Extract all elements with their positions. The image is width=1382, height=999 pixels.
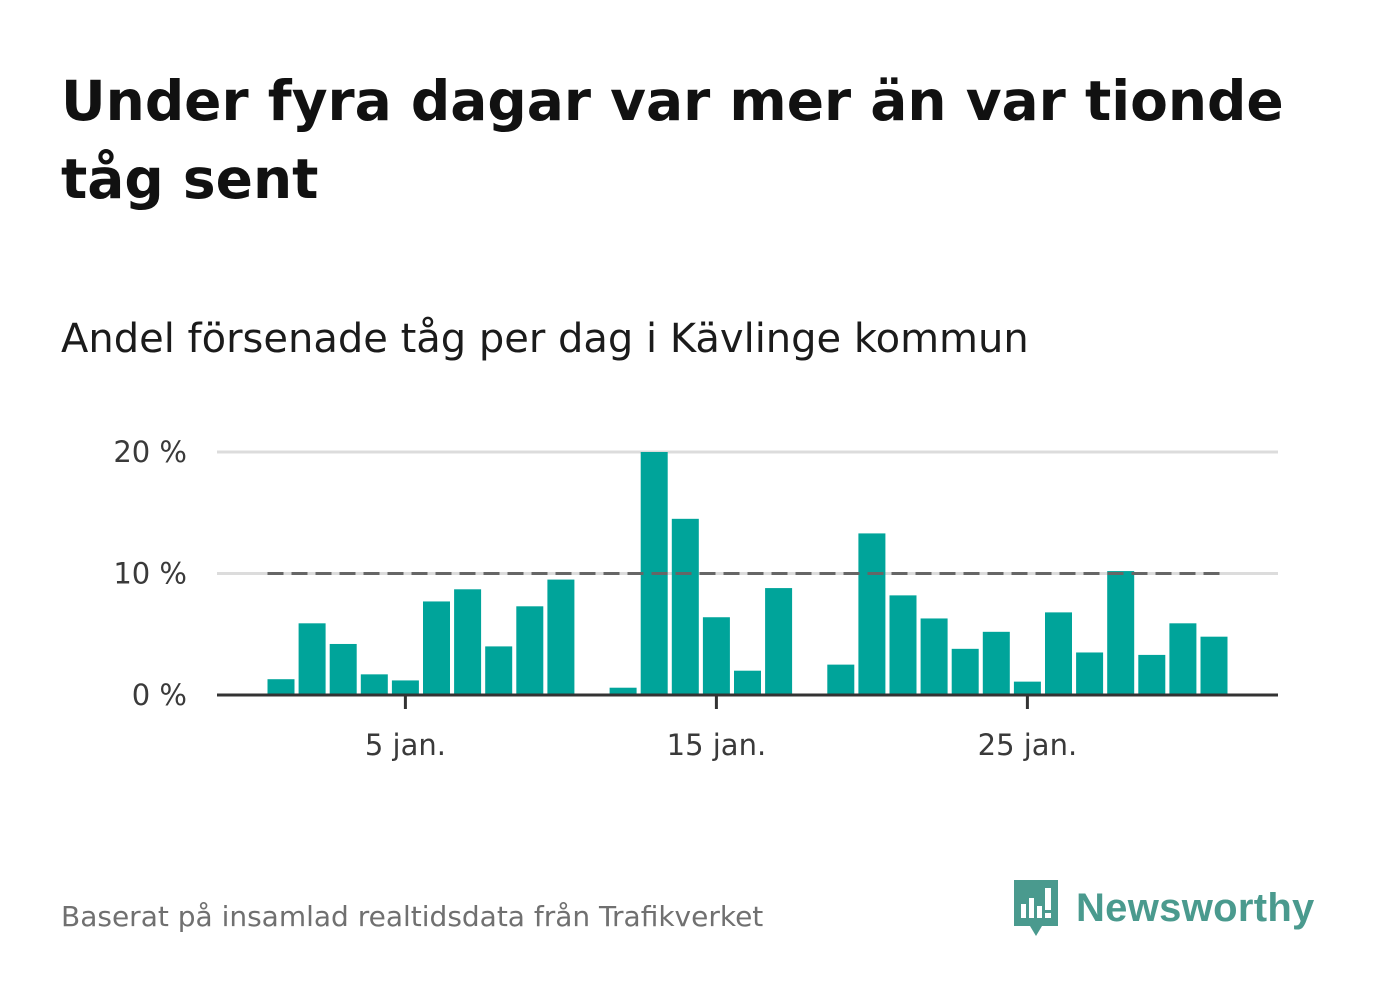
y-tick-label: 20 % (113, 435, 187, 469)
y-tick-label: 0 % (132, 678, 187, 712)
bar (734, 670, 761, 695)
bar (1013, 681, 1041, 695)
bar (1169, 623, 1197, 695)
bar (298, 623, 326, 695)
brand-name: Newsworthy (1076, 885, 1315, 930)
bar (423, 601, 450, 695)
y-tick-label: 10 % (113, 557, 187, 591)
bar (889, 595, 917, 695)
bar (329, 643, 357, 695)
bar (1076, 652, 1104, 695)
bar (982, 631, 1010, 695)
bar (547, 579, 575, 695)
bar (702, 617, 730, 695)
bar (267, 679, 295, 695)
bar (827, 664, 855, 695)
x-tick-label: 25 jan. (978, 728, 1078, 762)
bar (1107, 571, 1135, 695)
bar (1045, 612, 1072, 695)
bar (920, 618, 948, 695)
bar (516, 606, 544, 695)
bar (951, 648, 979, 695)
bar (1200, 636, 1228, 695)
axes: 0 % 10 % 20 % 5 jan. 15 jan. 25 jan. (113, 435, 1278, 762)
chart-title: Under fyra dagar var mer än var tionde t… (61, 69, 1284, 211)
bar (485, 646, 513, 695)
bar (454, 589, 482, 695)
x-tick-label: 5 jan. (365, 728, 446, 762)
newsworthy-logo-icon (1014, 880, 1058, 936)
bar (360, 674, 388, 695)
bar (1138, 654, 1166, 695)
bar-chart: 0 % 10 % 20 % 5 jan. 15 jan. 25 jan. (113, 435, 1278, 762)
bar (671, 518, 699, 695)
gridlines (217, 450, 1278, 575)
brand-logo[interactable]: Newsworthy (1010, 876, 1315, 940)
bar (858, 533, 886, 695)
bar (765, 588, 793, 695)
bar (609, 687, 637, 695)
chart-subtitle: Andel försenade tåg per dag i Kävlinge k… (61, 316, 1029, 362)
source-note: Baserat på insamlad realtidsdata från Tr… (61, 900, 764, 933)
bar (391, 680, 419, 695)
x-tick-label: 15 jan. (667, 728, 767, 762)
